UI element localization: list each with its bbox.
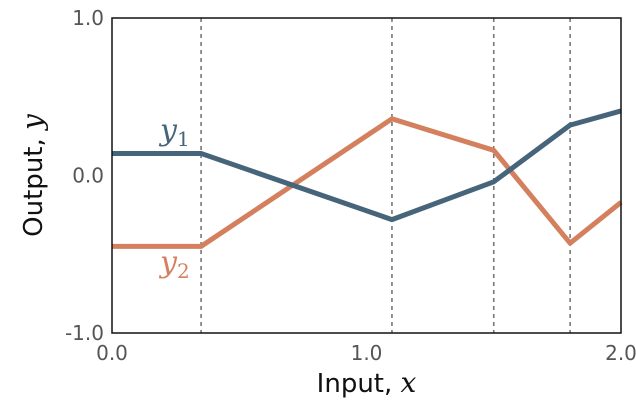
- series-label-subscript: 2: [177, 259, 190, 283]
- y-axis-label-text: Output,: [19, 130, 49, 237]
- x-tick-label: 0.0: [96, 341, 128, 365]
- y-tick-label: 0.0: [72, 164, 104, 188]
- y-axis-label: Output, y: [16, 113, 49, 237]
- tick-labels: 0.0 1.0 2.01.00.0-1.0: [65, 6, 636, 365]
- series-group: [112, 108, 623, 249]
- y-axis-label-variable: y: [16, 113, 49, 132]
- series-label-y2: y2: [158, 245, 190, 283]
- x-axis-label-text: Input,: [317, 369, 401, 399]
- series-label-subscript: 1: [177, 127, 190, 151]
- series-line-y1: [112, 108, 622, 223]
- x-tick-label: 1.0: [351, 341, 383, 365]
- plot-frame: [111, 17, 622, 334]
- series-label-main: y: [158, 245, 178, 280]
- series-label-main: y: [158, 113, 178, 148]
- x-axis-label: Input, x: [317, 366, 417, 399]
- x-axis-label-variable: x: [401, 366, 417, 399]
- y-tick-label: 1.0: [72, 6, 104, 30]
- series-label-y1: y1: [158, 113, 190, 151]
- x-tick-label: 2.0: [605, 341, 636, 365]
- series-line-y2: [112, 116, 623, 249]
- y-tick-label: -1.0: [65, 321, 104, 345]
